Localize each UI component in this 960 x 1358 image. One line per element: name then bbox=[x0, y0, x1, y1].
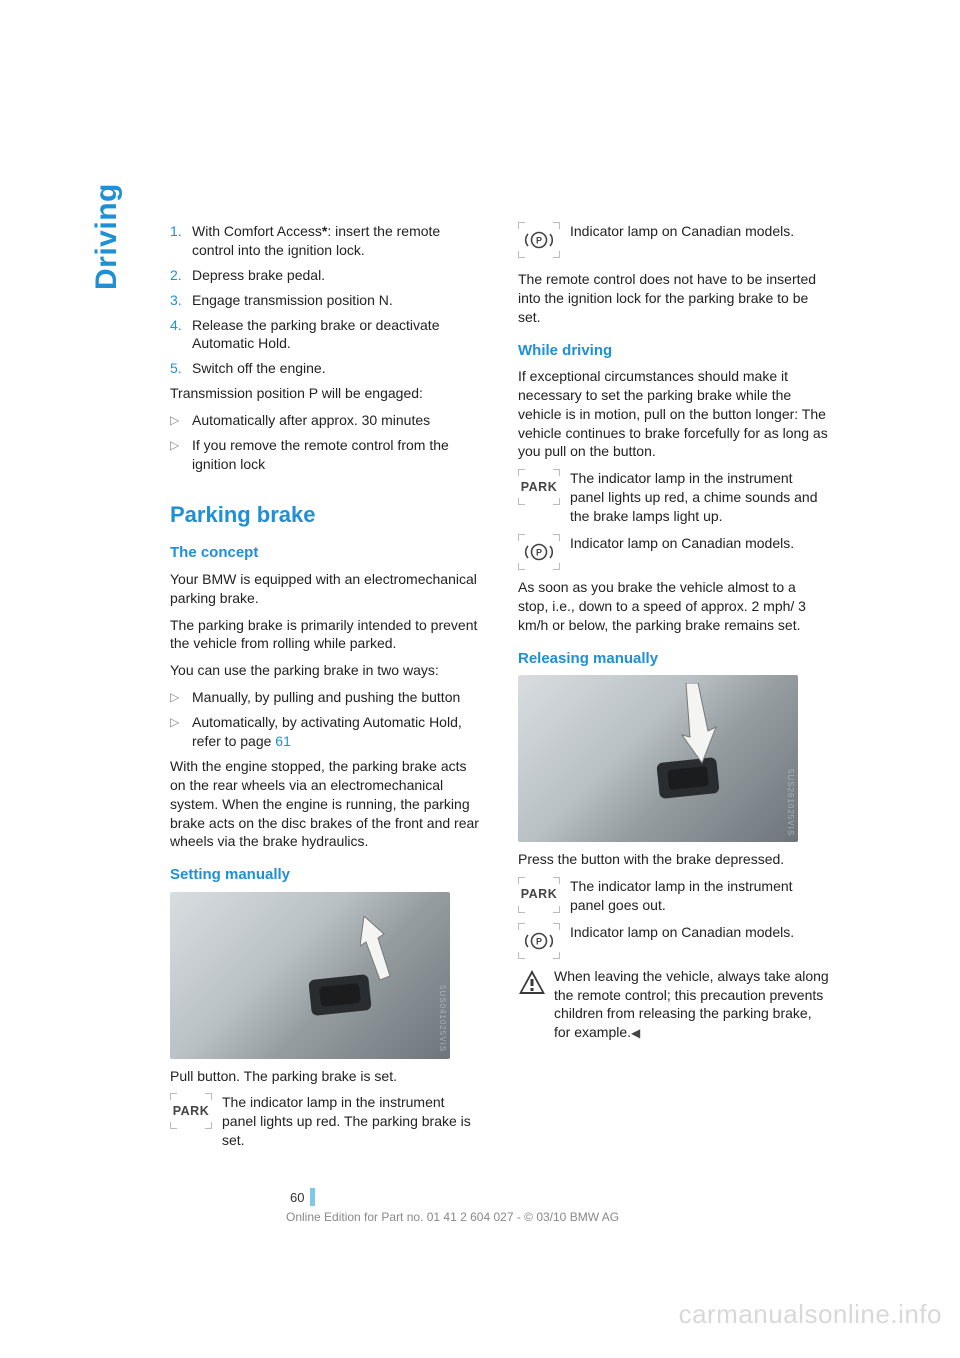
paragraph: Your BMW is equipped with an electromech… bbox=[170, 570, 482, 608]
bullet-text: Manually, by pulling and pushing the but… bbox=[192, 688, 482, 707]
photo-code: 5US261025VIS bbox=[784, 769, 795, 836]
triangle-bullet-icon: ▷ bbox=[170, 713, 192, 751]
two-column-layout: 1. With Comfort Access*: insert the remo… bbox=[170, 222, 830, 1158]
park-indicator-row: PARK The indicator lamp in the instrumen… bbox=[170, 1093, 482, 1150]
svg-text:P: P bbox=[536, 236, 542, 246]
page-number: 60 bbox=[290, 1188, 315, 1206]
canadian-park-icon: P bbox=[518, 222, 560, 258]
canadian-indicator-row: P Indicator lamp on Canadian models. bbox=[518, 534, 830, 570]
svg-text:P: P bbox=[536, 548, 542, 558]
triangle-bullet-icon: ▷ bbox=[170, 411, 192, 430]
footer-text: Online Edition for Part no. 01 41 2 604 … bbox=[286, 1210, 619, 1224]
section-side-label: Driving bbox=[90, 183, 124, 290]
paragraph: The remote control does not have to be i… bbox=[518, 270, 830, 327]
manual-page: Driving 1. With Comfort Access*: insert … bbox=[0, 0, 960, 1358]
triangle-bullet-icon: ▷ bbox=[170, 688, 192, 707]
step-number: 4. bbox=[170, 316, 192, 354]
park-indicator-icon: PARK bbox=[518, 469, 560, 505]
page-link-61[interactable]: 61 bbox=[275, 733, 291, 749]
step-text: With Comfort Access*: insert the remote … bbox=[192, 222, 482, 260]
step-2: 2. Depress brake pedal. bbox=[170, 266, 482, 285]
svg-text:P: P bbox=[536, 936, 542, 946]
step-number: 3. bbox=[170, 291, 192, 310]
page-number-bar bbox=[310, 1188, 315, 1206]
heading-parking-brake: Parking brake bbox=[170, 500, 482, 530]
subheading-releasing-manually: Releasing manually bbox=[518, 649, 830, 669]
step-text: Engage transmission position N. bbox=[192, 291, 482, 310]
warning-triangle-icon bbox=[518, 969, 546, 995]
icon-description: The indicator lamp in the instrument pan… bbox=[222, 1093, 482, 1150]
subheading-the-concept: The concept bbox=[170, 543, 482, 563]
paragraph: Transmission position P will be engaged: bbox=[170, 384, 482, 403]
warning-text: When leaving the vehicle, always take al… bbox=[554, 967, 830, 1043]
bullet-item: ▷ Manually, by pulling and pushing the b… bbox=[170, 688, 482, 707]
left-column: 1. With Comfort Access*: insert the remo… bbox=[170, 222, 482, 1158]
icon-description: Indicator lamp on Canadian models. bbox=[570, 534, 830, 553]
canadian-indicator-row: P Indicator lamp on Canadian models. bbox=[518, 923, 830, 959]
paragraph: Press the button with the brake depresse… bbox=[518, 850, 830, 869]
warning-text-span: When leaving the vehicle, always take al… bbox=[554, 968, 829, 1041]
step-1: 1. With Comfort Access*: insert the remo… bbox=[170, 222, 482, 260]
icon-description: The indicator lamp in the instrument pan… bbox=[570, 469, 830, 526]
step-number: 1. bbox=[170, 222, 192, 260]
right-column: P Indicator lamp on Canadian models. The… bbox=[518, 222, 830, 1158]
step-3: 3. Engage transmission position N. bbox=[170, 291, 482, 310]
step-4: 4. Release the parking brake or deactiva… bbox=[170, 316, 482, 354]
subheading-while-driving: While driving bbox=[518, 341, 830, 361]
bullet-text: If you remove the remote control from th… bbox=[192, 436, 482, 474]
park-indicator-row: PARK The indicator lamp in the instrumen… bbox=[518, 469, 830, 526]
canadian-park-icon: P bbox=[518, 534, 560, 570]
parking-brake-push-photo: 5US261025VIS bbox=[518, 675, 798, 842]
bullet-item: ▷ Automatically after approx. 30 minutes bbox=[170, 411, 482, 430]
park-indicator-icon: PARK bbox=[518, 877, 560, 913]
photo-code: 5US041025VIS bbox=[436, 985, 447, 1052]
bullet-item: ▷ Automatically, by activating Automatic… bbox=[170, 713, 482, 751]
step-text: Release the parking brake or deactivate … bbox=[192, 316, 482, 354]
icon-description: Indicator lamp on Canadian models. bbox=[570, 222, 830, 241]
bullet-text-span: Automatically, by activating Automatic H… bbox=[192, 714, 462, 749]
warning-block: When leaving the vehicle, always take al… bbox=[518, 967, 830, 1043]
paragraph: Pull button. The parking brake is set. bbox=[170, 1067, 482, 1086]
step-text: Depress brake pedal. bbox=[192, 266, 482, 285]
bullet-item: ▷ If you remove the remote control from … bbox=[170, 436, 482, 474]
step-number: 2. bbox=[170, 266, 192, 285]
park-indicator-row: PARK The indicator lamp in the instrumen… bbox=[518, 877, 830, 915]
paragraph: With the engine stopped, the parking bra… bbox=[170, 757, 482, 851]
icon-description: The indicator lamp in the instrument pan… bbox=[570, 877, 830, 915]
bullet-text: Automatically after approx. 30 minutes bbox=[192, 411, 482, 430]
paragraph: As soon as you brake the vehicle almost … bbox=[518, 578, 830, 635]
canadian-park-icon: P bbox=[518, 923, 560, 959]
bullet-text: Automatically, by activating Automatic H… bbox=[192, 713, 482, 751]
step-text: Switch off the engine. bbox=[192, 359, 482, 378]
step-number: 5. bbox=[170, 359, 192, 378]
paragraph: If exceptional circumstances should make… bbox=[518, 367, 830, 461]
parking-brake-pull-photo: 5US041025VIS bbox=[170, 892, 450, 1059]
step-5: 5. Switch off the engine. bbox=[170, 359, 482, 378]
canadian-indicator-row: P Indicator lamp on Canadian models. bbox=[518, 222, 830, 258]
subheading-setting-manually: Setting manually bbox=[170, 865, 482, 885]
paragraph: You can use the parking brake in two way… bbox=[170, 661, 482, 680]
page-number-value: 60 bbox=[290, 1190, 304, 1205]
end-marker-icon: ◀ bbox=[631, 1025, 640, 1041]
park-indicator-icon: PARK bbox=[170, 1093, 212, 1129]
watermark: carmanualsonline.info bbox=[679, 1299, 942, 1330]
paragraph: The parking brake is primarily intended … bbox=[170, 616, 482, 654]
triangle-bullet-icon: ▷ bbox=[170, 436, 192, 474]
icon-description: Indicator lamp on Canadian models. bbox=[570, 923, 830, 942]
